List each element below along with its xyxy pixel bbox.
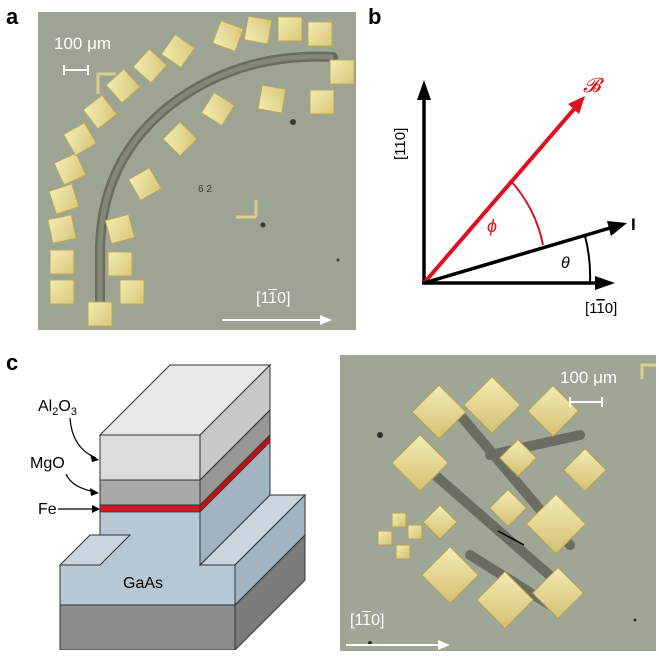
direction-arrow-a [222,315,332,325]
direction-label-d: [110] [350,612,385,629]
angle-phi-label: ϕ [487,216,497,236]
panel-letter-b: b [368,4,382,29]
axis-label-1-10: [110] [585,300,617,317]
hallbar-device-d [346,363,656,650]
hallbar-device-a: 6 2 [47,15,355,327]
panel-letter-c: c [6,350,19,375]
angle-theta-label: θ [561,255,570,272]
layer-stack-c: Al2O3 MgO Fe GaAs [30,363,307,650]
scale-label-a: 100 μm [54,34,112,53]
label-gaas: GaAs [123,575,163,592]
vector-diagram-b: [110] [110] 𝓑 I ϕ θ [392,75,636,317]
current-label: I [631,215,636,234]
micrograph-d: 100 μm [110] [340,355,656,651]
field-label: 𝓑 [583,75,605,97]
current-vector [423,226,611,285]
panel-letter-a: a [6,4,19,29]
label-mgo: MgO [30,455,65,472]
label-al2o3: Al2O3 [38,398,77,418]
field-vector [422,106,577,285]
micrograph-a: 6 2 100 μm [110] [38,12,356,330]
scale-bar-a [63,65,89,75]
direction-label-a: [110] [256,290,291,307]
scale-bar-d [569,397,603,407]
alignment-marker: 6 2 [198,184,212,195]
label-fe: Fe [38,501,57,518]
axis-label-110: [110] [392,128,409,160]
direction-arrow-d [346,640,450,650]
scale-label-d: 100 μm [560,368,618,387]
